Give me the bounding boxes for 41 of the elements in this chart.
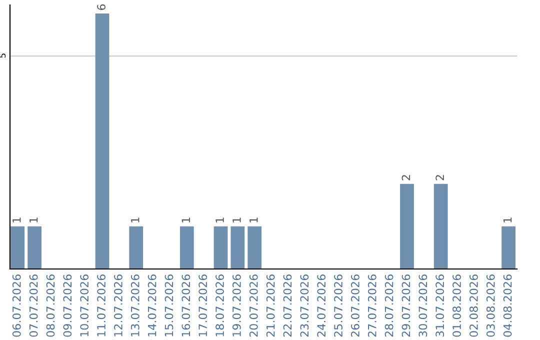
x-tick-label: 14.07.2026 — [148, 274, 156, 336]
data-label: 6 — [97, 4, 106, 10]
x-tick-label: 17.07.2026 — [198, 274, 208, 336]
x-tick-label: 08.07.2026 — [46, 274, 55, 337]
data-label: 1 — [250, 218, 258, 222]
x-tick-label: 03.08.2026 — [486, 274, 495, 337]
x-tick-label: 13.07.2026 — [130, 274, 140, 336]
x-tick-label: 15.07.2026 — [164, 274, 174, 336]
x-tick-label: 21.07.2026 — [266, 274, 275, 337]
data-label: 2 — [436, 175, 444, 180]
x-tick-label: 24.07.2026 — [317, 274, 326, 337]
x-tick-label: 29.07.2026 — [402, 274, 410, 337]
x-tick-label: 16.07.2026 — [182, 274, 190, 336]
x-tick-label: 20.07.2026 — [249, 274, 258, 337]
x-tick-label: 26.07.2026 — [351, 274, 360, 337]
x-tick-label: 30.07.2026 — [418, 274, 428, 337]
x-tick-label: 12.07.2026 — [114, 274, 122, 336]
x-tick-label: 25.07.2026 — [334, 274, 342, 337]
x-tick-label: 07.07.2026 — [29, 274, 38, 337]
x-tick-label: 18.07.2026 — [216, 274, 224, 336]
x-tick-label: 06.07.2026 — [12, 274, 21, 337]
data-label: 1 — [216, 218, 224, 222]
x-tick-label: 23.07.2026 — [300, 274, 309, 337]
x-tick-label: 09.07.2026 — [63, 274, 72, 337]
data-label: 1 — [12, 218, 21, 222]
data-label: 1 — [30, 218, 38, 222]
x-tick-label: 27.07.2026 — [368, 274, 376, 337]
data-label: 1 — [504, 218, 512, 222]
data-label: 1 — [131, 218, 140, 222]
x-tick-label: 02.08.2026 — [470, 274, 478, 337]
x-tick-label: 11.07.2026 — [97, 274, 106, 336]
x-tick-label: 19.07.2026 — [232, 274, 241, 336]
data-label: 2 — [402, 175, 410, 180]
x-tick-label: 04.08.2026 — [503, 274, 512, 337]
data-label: 1 — [182, 218, 190, 222]
x-tick-label: 31.07.2026 — [436, 274, 444, 337]
x-tick-label: 10.07.2026 — [80, 274, 89, 336]
data-label: 1 — [232, 218, 241, 222]
x-tick-label: 01.08.2026 — [452, 274, 461, 337]
x-tick-label: 22.07.2026 — [283, 274, 292, 337]
x-tick-label: 28.07.2026 — [384, 274, 394, 337]
